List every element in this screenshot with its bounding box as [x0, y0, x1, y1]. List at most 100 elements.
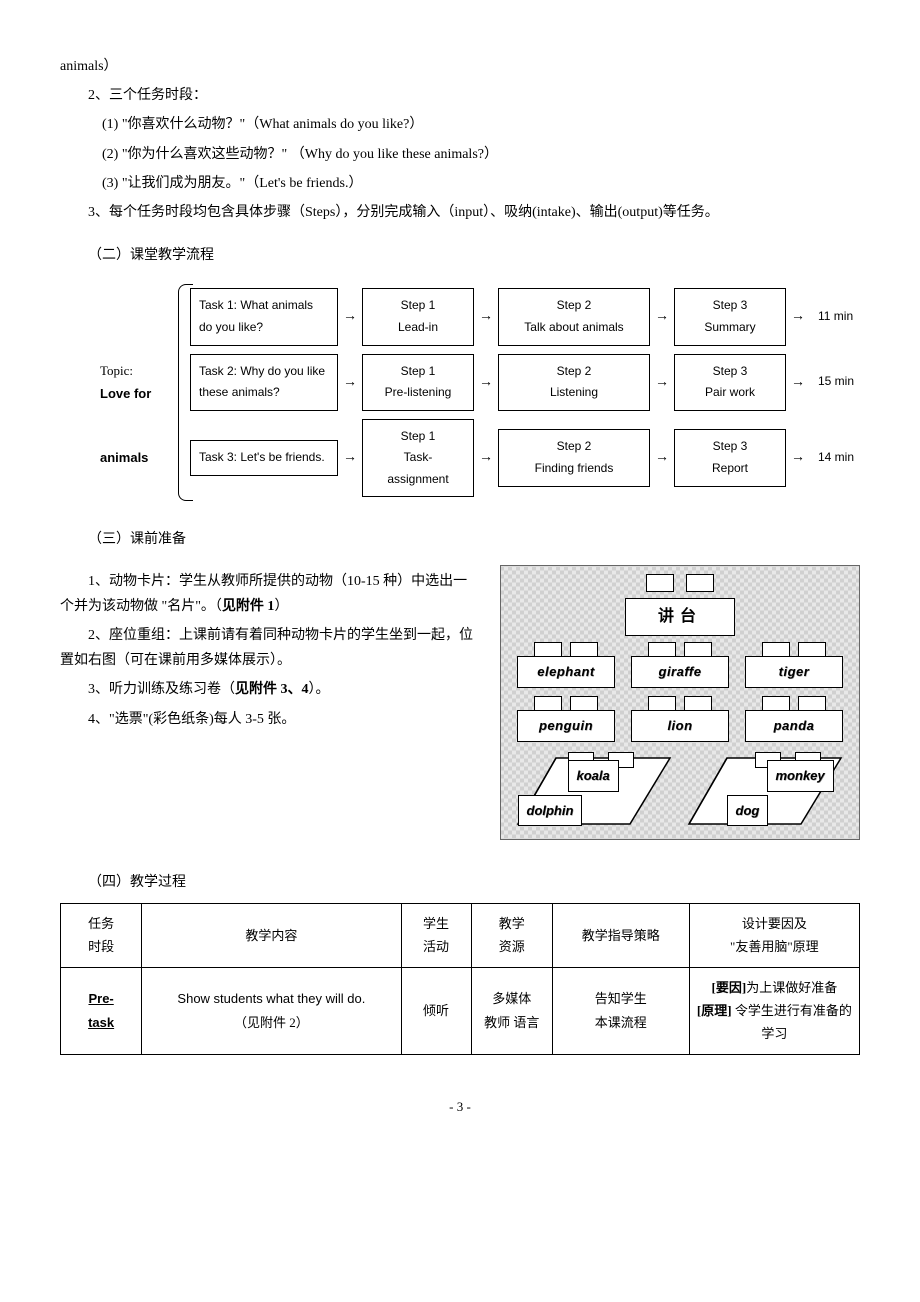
diag-label-dolphin: dolphin [518, 795, 583, 826]
time-label: 15 min [818, 371, 854, 393]
arrow-icon: → [650, 370, 674, 395]
step-box: Step 1Task-assignment [362, 419, 474, 498]
seat-group: giraffe [629, 642, 731, 690]
arrow-icon: → [650, 304, 674, 329]
step-box: Step 3Summary [674, 288, 786, 345]
th-strategy: 教学指导策略 [552, 903, 689, 967]
seat-label: giraffe [631, 656, 729, 687]
seat-label: panda [745, 710, 843, 741]
seat-label: elephant [517, 656, 615, 687]
arrow-icon: → [786, 304, 810, 329]
podium-label: 讲台 [625, 598, 735, 637]
arrow-icon: → [338, 370, 362, 395]
content-line-2: （见附件 2） [234, 1015, 309, 1030]
step-box: Step 2Talk about animals [498, 288, 650, 345]
podium-desk [646, 574, 674, 592]
prep-p1c: ） [274, 599, 288, 614]
arrow-icon: → [474, 370, 498, 395]
design-text-1: 为上课做好准备 [746, 980, 837, 995]
arrow-icon: → [650, 445, 674, 470]
design-tag-2: [原理] [697, 1003, 732, 1018]
arrow-icon: → [786, 445, 810, 470]
step-box: Step 3Pair work [674, 354, 786, 411]
seat-group: elephant [515, 642, 617, 690]
question-1: (1) "你喜欢什么动物？"（What animals do you like?… [60, 112, 860, 137]
page-number: - 3 - [60, 1095, 860, 1118]
seat-group: panda [743, 696, 845, 744]
step-box: Step 1Pre-listening [362, 354, 474, 411]
section-3-title: （三）课前准备 [60, 527, 860, 552]
arrow-icon: → [474, 445, 498, 470]
seat-group: penguin [515, 696, 617, 744]
th-design: 设计要因及"友善用脑"原理 [689, 903, 859, 967]
seat-row-diag: koala dolphin monkey dog [509, 756, 851, 828]
td-phase: Pre-task [61, 967, 142, 1054]
task-box: Task 2: Why do you like these animals? [190, 354, 338, 411]
arrow-icon: → [786, 370, 810, 395]
arrow-icon: → [338, 445, 362, 470]
paragraph-3: 3、每个任务时段均包含具体步骤（Steps），分别完成输入（input）、吸纳(… [60, 200, 860, 225]
diag-label-koala: koala [568, 760, 619, 791]
task-box: Task 1: What animals do you like? [190, 288, 338, 345]
section-2-title: （二）课堂教学流程 [60, 243, 860, 268]
time-label: 14 min [818, 447, 854, 469]
teaching-table: 任务时段 教学内容 学生活动 教学资源 教学指导策略 设计要因及"友善用脑"原理… [60, 903, 860, 1055]
step-box: Step 2Finding friends [498, 429, 650, 486]
seating-diagram: 讲台 elephant giraffe tiger penguin lion panda… [500, 565, 860, 840]
prep-p3a: 3、听力训练及练习卷（ [88, 682, 235, 697]
podium-desks [509, 574, 851, 592]
paragraph-2: 2、三个任务时段： [60, 83, 860, 108]
diag-group-right: monkey dog [687, 756, 845, 828]
seat-row-1: elephant giraffe tiger [509, 642, 851, 690]
diag-label-dog: dog [727, 795, 769, 826]
arrow-icon: → [338, 304, 362, 329]
diag-label-monkey: monkey [767, 760, 834, 791]
flow-row: Task 1: What animals do you like?→Step 1… [100, 288, 860, 345]
seat-label: tiger [745, 656, 843, 687]
time-label: 11 min [818, 306, 853, 328]
step-box: Step 2Listening [498, 354, 650, 411]
section-4-title: （四）教学过程 [60, 870, 860, 895]
content-line-1: Show students what they will do. [177, 991, 365, 1006]
phase-label: Pre-task [88, 991, 114, 1029]
podium-desk [686, 574, 714, 592]
flowchart: Task 1: What animals do you like?→Step 1… [100, 288, 860, 497]
seat-row-2: penguin lion panda [509, 696, 851, 744]
th-resource: 教学资源 [471, 903, 552, 967]
td-resource: 多媒体教师 语言 [471, 967, 552, 1054]
diag-group-left: koala dolphin [516, 756, 674, 828]
td-content: Show students what they will do. （见附件 2） [142, 967, 401, 1054]
prep-p2: 2、座位重组：上课前请有着同种动物卡片的学生坐到一起，位置如右图（可在课前用多媒… [60, 623, 480, 673]
design-text-2: 令学生进行有准备的学习 [732, 1003, 852, 1041]
td-strategy: 告知学生本课流程 [552, 967, 689, 1054]
question-3: (3) "让我们成为朋友。"（Let's be friends.） [60, 171, 860, 196]
prep-text: 1、动物卡片：学生从教师所提供的动物（10-15 种）中选出一个并为该动物做 "… [60, 565, 480, 736]
prep-p1b: 见附件 1 [222, 599, 275, 614]
arrow-icon: → [474, 304, 498, 329]
td-design: [要因]为上课做好准备 [原理] 令学生进行有准备的学习 [689, 967, 859, 1054]
topic-label: Topic:Love for [100, 359, 190, 406]
step-box: Step 1Lead-in [362, 288, 474, 345]
flowchart-brace [178, 284, 193, 501]
flow-row: animalsTask 3: Let's be friends.→Step 1T… [100, 419, 860, 498]
th-content: 教学内容 [142, 903, 401, 967]
th-activity: 学生活动 [401, 903, 471, 967]
th-phase: 任务时段 [61, 903, 142, 967]
seat-group: tiger [743, 642, 845, 690]
table-header-row: 任务时段 教学内容 学生活动 教学资源 教学指导策略 设计要因及"友善用脑"原理 [61, 903, 860, 967]
prep-p1: 1、动物卡片：学生从教师所提供的动物（10-15 种）中选出一个并为该动物做 "… [60, 569, 480, 619]
question-2: (2) "你为什么喜欢这些动物？" （Why do you like these… [60, 142, 860, 167]
table-row: Pre-task Show students what they will do… [61, 967, 860, 1054]
prep-two-column: 1、动物卡片：学生从教师所提供的动物（10-15 种）中选出一个并为该动物做 "… [60, 565, 860, 840]
seat-group: lion [629, 696, 731, 744]
seat-label: penguin [517, 710, 615, 741]
task-box: Task 3: Let's be friends. [190, 440, 338, 476]
prep-p3c: ）。 [309, 682, 330, 697]
seat-label: lion [631, 710, 729, 741]
prep-p3: 3、听力训练及练习卷（见附件 3、4）。 [60, 677, 480, 702]
step-box: Step 3Report [674, 429, 786, 486]
design-tag-1: [要因] [712, 980, 747, 995]
topic-label: animals [100, 446, 190, 469]
prep-p4: 4、"选票"(彩色纸条)每人 3-5 张。 [60, 707, 480, 732]
td-activity: 倾听 [401, 967, 471, 1054]
